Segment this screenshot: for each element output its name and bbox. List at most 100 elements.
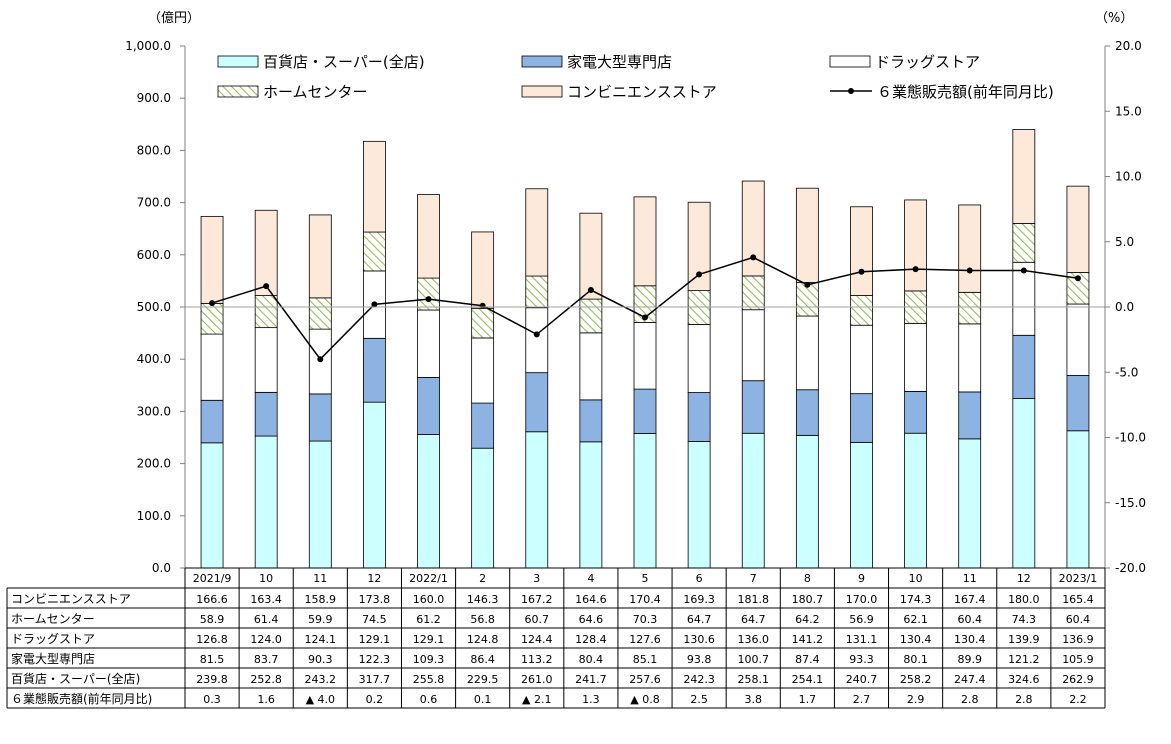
bar-segment-s1-5: [471, 402, 495, 449]
table-cell-5-10: 3.8: [744, 693, 762, 706]
bar-segment-s0-14: [958, 438, 982, 569]
table-cell-2-1: 124.0: [250, 633, 282, 646]
category-label-12: 9: [858, 572, 865, 585]
yoy-point-9: [696, 271, 703, 278]
legend-label-1: 家電大型専門店: [567, 53, 672, 71]
bar-segment-s2-6: [525, 307, 549, 374]
table-cell-0-12: 170.0: [846, 593, 878, 606]
table-cell-2-3: 129.1: [359, 633, 391, 646]
category-label-14: 11: [963, 572, 977, 585]
bar-segment-s3-7: [579, 298, 603, 334]
table-cell-3-15: 121.2: [1008, 653, 1040, 666]
right-tick-label: 0.0: [1115, 300, 1134, 314]
table-cell-2-6: 124.4: [521, 633, 553, 646]
left-axis: 0.0 100.0 200.0 300.0 400.0 500.0 600.0 700.0 80…: [125, 39, 185, 575]
table-cell-5-5: 0.1: [474, 693, 492, 706]
bar-segment-s3-12: [850, 295, 873, 326]
table-cell-0-11: 180.7: [792, 593, 824, 606]
bar-segment-s2-0: [200, 333, 224, 401]
table-cell-5-16: 2.2: [1069, 693, 1087, 706]
bar-segment-s0-15: [1012, 398, 1036, 569]
legend-swatch-2: [829, 55, 871, 68]
table-cell-3-8: 85.1: [633, 653, 658, 666]
table-cell-4-10: 258.1: [737, 673, 769, 686]
category-label-9: 6: [696, 572, 703, 585]
yoy-point-10: [750, 254, 757, 261]
right-axis: -20.0 -15.0 -10.0 -5.0 0.0 5.0 10.0 15.0 20.0: [1105, 39, 1146, 575]
table-cell-2-16: 136.9: [1062, 633, 1094, 646]
bar-segment-s1-9: [687, 392, 711, 442]
right-tick-label: -5.0: [1115, 365, 1138, 379]
table-cell-0-9: 169.3: [683, 593, 715, 606]
bar-segment-s3-15: [1012, 223, 1036, 263]
yoy-point-2: [317, 356, 324, 363]
table-cell-5-14: 2.8: [961, 693, 979, 706]
table-cell-3-0: 81.5: [200, 653, 225, 666]
table-cell-5-3: 0.2: [366, 693, 384, 706]
legend-label-3: ホームセンター: [263, 83, 368, 101]
bar-segment-s0-2: [308, 440, 332, 569]
bar-segment-s1-0: [200, 399, 224, 444]
table-cell-1-1: 61.4: [254, 613, 279, 626]
table-cell-1-12: 56.9: [849, 613, 874, 626]
legend-swatch-3: [217, 85, 259, 98]
right-tick-label: 20.0: [1115, 39, 1142, 53]
bar-segment-s0-3: [363, 401, 386, 569]
table-cell-2-5: 124.8: [467, 633, 499, 646]
left-tick-label: 0.0: [152, 561, 171, 575]
table-cell-1-16: 60.4: [1066, 613, 1091, 626]
table-cell-4-16: 262.9: [1062, 673, 1094, 686]
bar-segment-s4-11: [795, 187, 819, 283]
bar-segment-s4-2: [308, 214, 332, 299]
table-cell-1-7: 64.6: [579, 613, 604, 626]
bar-segment-s4-5: [471, 231, 495, 309]
category-label-3: 12: [367, 572, 381, 585]
table-cell-0-2: 158.9: [305, 593, 337, 606]
bar-segment-s1-10: [741, 380, 765, 434]
yoy-point-15: [1020, 267, 1027, 274]
bar-segment-s3-1: [254, 295, 278, 329]
bar-segment-s4-0: [200, 215, 224, 304]
left-tick-label: 200.0: [137, 457, 171, 471]
bar-segment-s2-5: [471, 337, 495, 404]
bar-segment-s4-13: [904, 199, 927, 292]
left-tick-label: 100.0: [137, 509, 171, 523]
table-cell-2-13: 130.4: [900, 633, 932, 646]
bar-segment-s4-1: [254, 209, 278, 296]
legend-label-4: コンビニエンスストア: [567, 83, 717, 101]
bar-segment-s1-4: [417, 377, 440, 435]
bar-segment-s0-13: [904, 432, 927, 569]
bar-segment-s1-3: [363, 337, 386, 403]
table-cell-3-11: 87.4: [795, 653, 820, 666]
table-cell-0-6: 167.2: [521, 593, 553, 606]
table-cell-3-12: 93.3: [849, 653, 874, 666]
table-cell-1-0: 58.9: [200, 613, 225, 626]
bar-segment-s2-13: [904, 322, 927, 392]
bar-segment-s1-14: [958, 391, 982, 440]
left-tick-label: 800.0: [137, 143, 171, 157]
right-tick-label: 10.0: [1115, 170, 1142, 184]
table-cell-5-8: ▲ 0.8: [630, 693, 659, 706]
bar-segment-s2-4: [417, 309, 440, 378]
bar-segment-s4-4: [417, 194, 440, 279]
left-tick-label: 400.0: [137, 352, 171, 366]
bar-segment-s2-14: [958, 323, 982, 393]
table-cell-1-14: 60.4: [957, 613, 982, 626]
table-cell-3-9: 93.8: [687, 653, 712, 666]
table-cell-0-10: 181.8: [737, 593, 769, 606]
bar-segment-s4-15: [1012, 129, 1036, 224]
category-label-4: 2022/1: [409, 572, 448, 585]
table-cell-0-16: 165.4: [1062, 593, 1094, 606]
bar-segment-s1-6: [525, 372, 549, 433]
left-tick-label: 1,000.0: [125, 39, 171, 53]
yoy-point-4: [425, 296, 432, 303]
table-cell-4-11: 254.1: [792, 673, 824, 686]
table-cell-0-1: 163.4: [250, 593, 282, 606]
table-cell-4-7: 241.7: [575, 673, 607, 686]
category-label-5: 2: [479, 572, 486, 585]
bar-segment-s2-8: [633, 322, 657, 390]
left-tick-label: 500.0: [137, 300, 171, 314]
legend-line-dot: [848, 88, 854, 94]
